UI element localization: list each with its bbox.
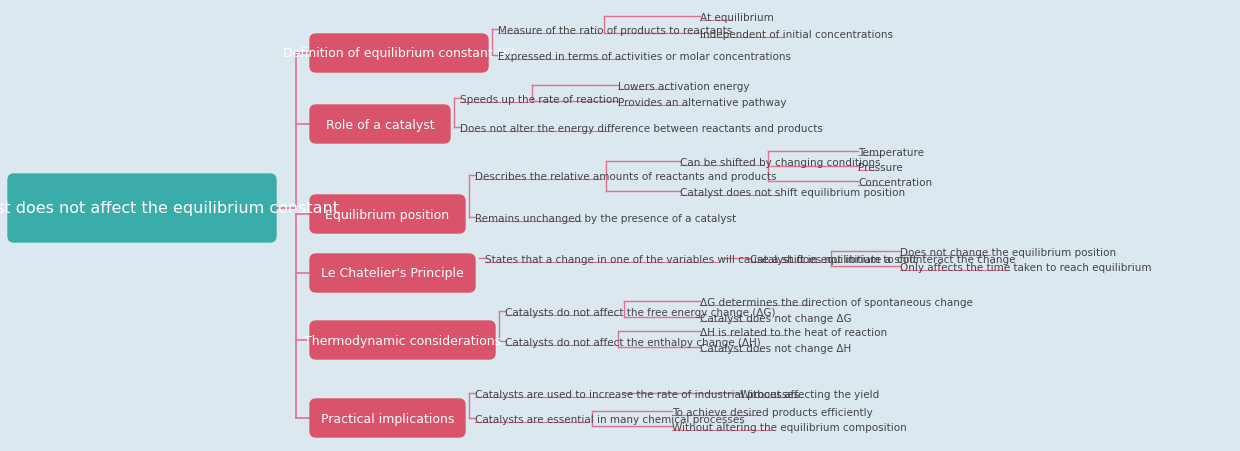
Text: Catalysts do not affect the free energy change (ΔG): Catalysts do not affect the free energy … bbox=[505, 307, 775, 318]
Text: To achieve desired products efficiently: To achieve desired products efficiently bbox=[672, 407, 873, 417]
Text: Can be shifted by changing conditions: Can be shifted by changing conditions bbox=[680, 158, 880, 168]
FancyBboxPatch shape bbox=[310, 196, 465, 234]
Text: Catalyst does not affect the equilibrium constant: Catalyst does not affect the equilibrium… bbox=[0, 201, 339, 216]
Text: Without altering the equilibrium composition: Without altering the equilibrium composi… bbox=[672, 422, 906, 432]
FancyBboxPatch shape bbox=[310, 254, 475, 292]
Text: Lowers activation energy: Lowers activation energy bbox=[618, 82, 749, 92]
Text: Expressed in terms of activities or molar concentrations: Expressed in terms of activities or mola… bbox=[498, 52, 791, 62]
Text: ΔG determines the direction of spontaneous change: ΔG determines the direction of spontaneo… bbox=[701, 297, 973, 307]
Text: Does not alter the energy difference between reactants and products: Does not alter the energy difference bet… bbox=[460, 124, 823, 133]
Text: Measure of the ratio of products to reactants: Measure of the ratio of products to reac… bbox=[498, 26, 733, 36]
FancyBboxPatch shape bbox=[310, 106, 450, 144]
Text: Concentration: Concentration bbox=[858, 178, 932, 188]
FancyBboxPatch shape bbox=[7, 175, 277, 243]
Text: Describes the relative amounts of reactants and products: Describes the relative amounts of reacta… bbox=[475, 172, 776, 182]
Text: Does not change the equilibrium position: Does not change the equilibrium position bbox=[900, 248, 1116, 258]
Text: Catalysts are essential in many chemical processes: Catalysts are essential in many chemical… bbox=[475, 414, 745, 424]
Text: Catalyst does not initiate a shift: Catalyst does not initiate a shift bbox=[750, 254, 918, 264]
Text: Without affecting the yield: Without affecting the yield bbox=[740, 389, 879, 399]
Text: Thermodynamic considerations: Thermodynamic considerations bbox=[304, 334, 501, 347]
Text: Le Chatelier's Principle: Le Chatelier's Principle bbox=[321, 267, 464, 280]
Text: Catalysts do not affect the enthalpy change (ΔH): Catalysts do not affect the enthalpy cha… bbox=[505, 337, 761, 347]
Text: Speeds up the rate of reaction: Speeds up the rate of reaction bbox=[460, 95, 619, 105]
Text: Equilibrium position: Equilibrium position bbox=[325, 208, 450, 221]
FancyBboxPatch shape bbox=[310, 35, 489, 73]
FancyBboxPatch shape bbox=[310, 321, 495, 359]
Text: Independent of initial concentrations: Independent of initial concentrations bbox=[701, 30, 893, 40]
Text: Catalysts are used to increase the rate of industrial processes: Catalysts are used to increase the rate … bbox=[475, 389, 800, 399]
Text: Provides an alternative pathway: Provides an alternative pathway bbox=[618, 98, 786, 108]
Text: States that a change in one of the variables will cause a shift in equilibrium t: States that a change in one of the varia… bbox=[485, 254, 1016, 264]
Text: Definition of equilibrium constant (K): Definition of equilibrium constant (K) bbox=[283, 47, 515, 60]
Text: Only affects the time taken to reach equilibrium: Only affects the time taken to reach equ… bbox=[900, 262, 1152, 272]
Text: Pressure: Pressure bbox=[858, 163, 903, 173]
Text: ΔH is related to the heat of reaction: ΔH is related to the heat of reaction bbox=[701, 327, 887, 337]
Text: Catalyst does not change ΔH: Catalyst does not change ΔH bbox=[701, 343, 851, 353]
Text: Role of a catalyst: Role of a catalyst bbox=[326, 118, 434, 131]
Text: Catalyst does not shift equilibrium position: Catalyst does not shift equilibrium posi… bbox=[680, 188, 905, 198]
Text: Remains unchanged by the presence of a catalyst: Remains unchanged by the presence of a c… bbox=[475, 213, 737, 224]
Text: At equilibrium: At equilibrium bbox=[701, 13, 774, 23]
Text: Catalyst does not change ΔG: Catalyst does not change ΔG bbox=[701, 313, 852, 323]
Text: Temperature: Temperature bbox=[858, 147, 924, 158]
Text: Practical implications: Practical implications bbox=[321, 412, 454, 424]
FancyBboxPatch shape bbox=[310, 399, 465, 437]
